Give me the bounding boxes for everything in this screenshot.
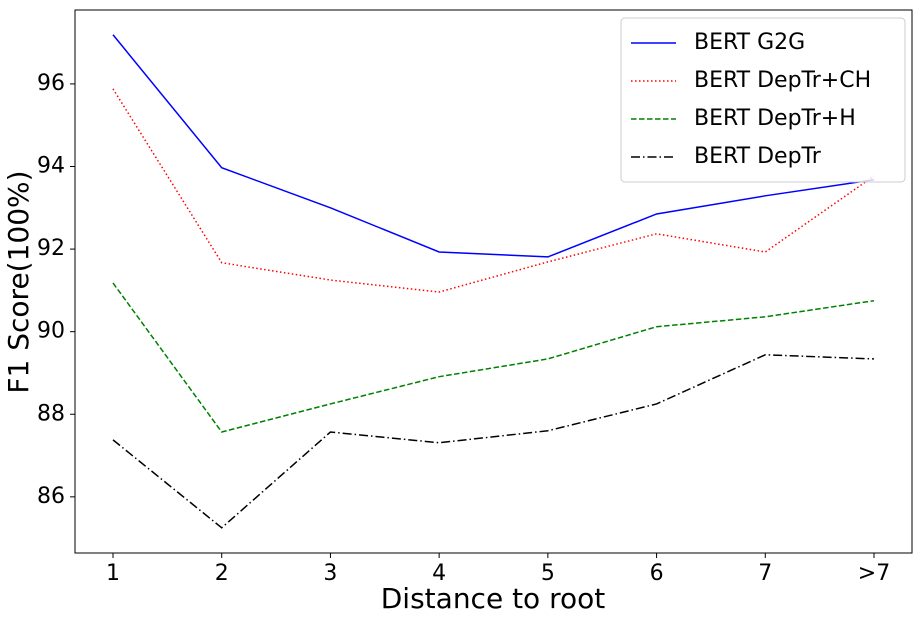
legend-label: BERT DepTr+H [694, 106, 856, 131]
y-tick-label: 96 [37, 71, 65, 96]
plot-frame [74, 9, 913, 554]
y-axis-label: F1 Score(100%) [2, 170, 35, 393]
x-axis-label: Distance to root [381, 582, 606, 615]
legend-box [620, 17, 906, 183]
line-series [112, 282, 875, 433]
y-tick-label: 90 [37, 319, 65, 344]
line-series [112, 34, 875, 258]
x-tick-label: 2 [215, 561, 229, 586]
legend-label: BERT G2G [694, 30, 805, 55]
y-tick-label: 94 [37, 153, 65, 178]
y-tick-label: 86 [37, 484, 65, 509]
line-series [112, 88, 875, 293]
x-tick-label: 6 [650, 561, 664, 586]
x-tick-label: 4 [432, 561, 446, 586]
x-tick-label: 3 [323, 561, 337, 586]
y-tick-label: 88 [37, 401, 65, 426]
x-tick-label: >7 [858, 561, 890, 586]
legend-label: BERT DepTr+CH [694, 68, 871, 93]
legend-label: BERT DepTr [694, 144, 822, 169]
y-tick-label: 92 [37, 236, 65, 261]
line-series [112, 354, 875, 529]
x-tick-label: 1 [106, 561, 120, 586]
x-tick-label: 7 [758, 561, 772, 586]
x-tick-label: 5 [541, 561, 555, 586]
